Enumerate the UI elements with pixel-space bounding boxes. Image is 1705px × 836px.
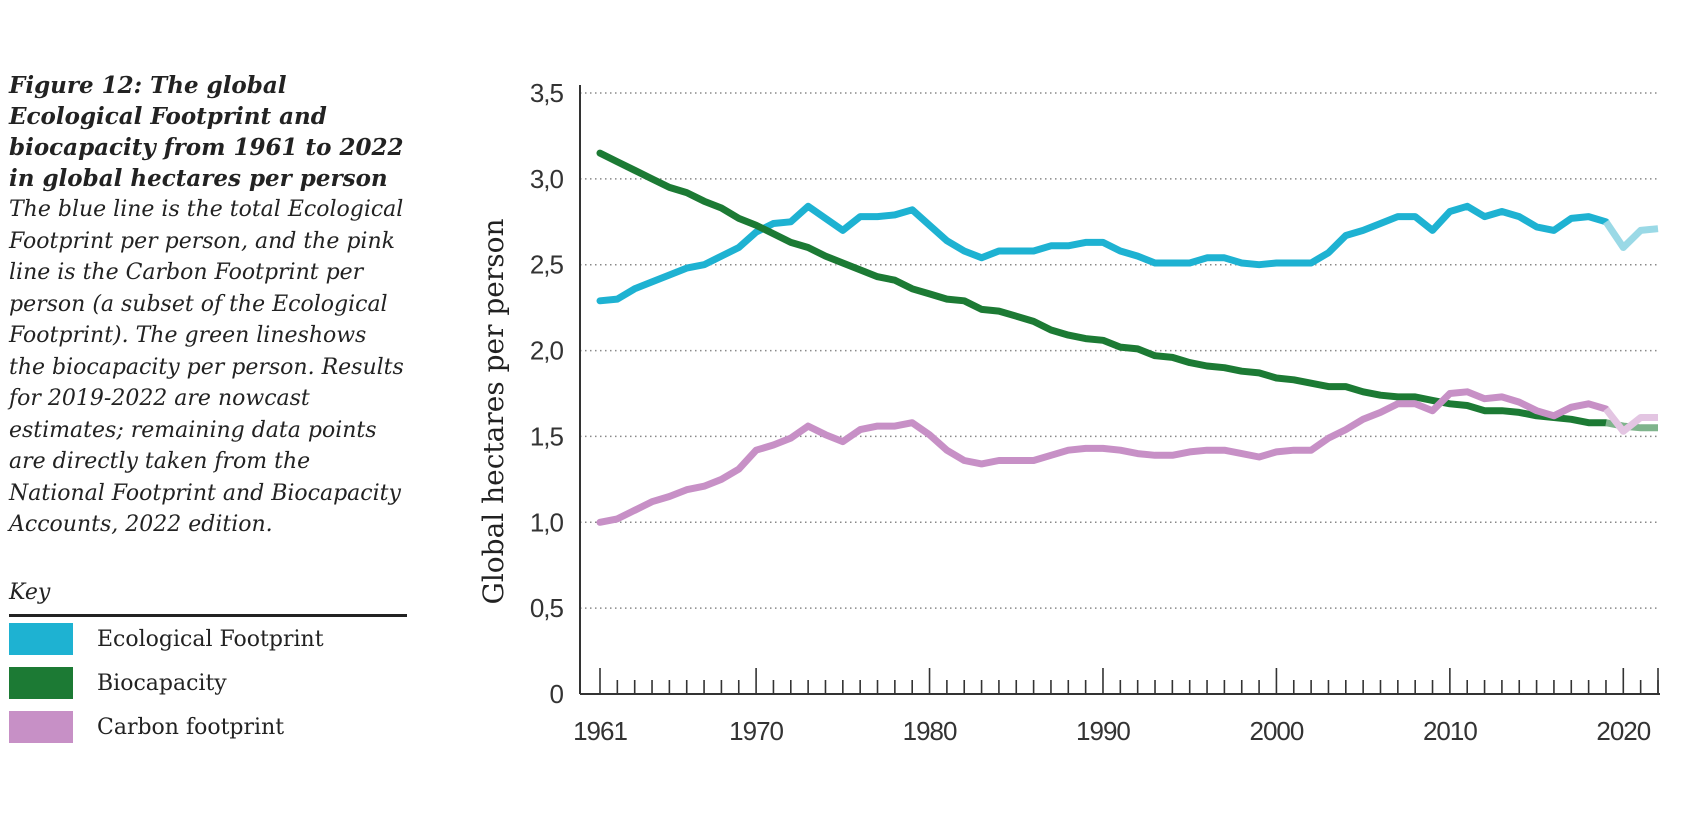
y-tick-label: 3,0 — [530, 164, 564, 194]
legend-label-ecological-footprint: Ecological Footprint — [97, 626, 324, 652]
x-tick-label: 2000 — [1250, 716, 1304, 746]
series-nowcast-carbon-footprint — [1603, 406, 1658, 435]
y-tick-label: 3,5 — [530, 78, 564, 108]
legend-swatch-carbon-footprint — [9, 711, 73, 743]
y-tick-label: 2,5 — [530, 250, 564, 280]
axes — [579, 85, 1660, 695]
x-tick-label: 2020 — [1596, 716, 1650, 746]
x-tick-label: 1980 — [903, 716, 957, 746]
y-tick-label: 1,5 — [530, 421, 564, 451]
y-tick-label: 2,0 — [530, 336, 564, 366]
y-tick-label: 0,5 — [530, 593, 564, 623]
legend-label-biocapacity: Biocapacity — [97, 670, 227, 696]
legend-swatch-ecological-footprint — [9, 623, 73, 655]
x-tick-label: 1970 — [729, 716, 783, 746]
x-tick-label: 1990 — [1076, 716, 1130, 746]
figure-description: The blue line is the total Ecological Fo… — [9, 197, 404, 537]
x-tick-label: 2010 — [1423, 716, 1477, 746]
y-axis-label: Global hectares per person — [477, 218, 510, 604]
legend-title: Key — [9, 580, 407, 617]
legend-swatch-biocapacity — [9, 667, 73, 699]
series-lines — [596, 149, 1659, 526]
series-line-biocapacity — [596, 149, 1610, 427]
legend-item-ecological-footprint: Ecological Footprint — [9, 617, 407, 661]
figure-caption: Figure 12: The global Ecological Footpri… — [9, 70, 409, 541]
x-tick-label: 1961 — [573, 716, 627, 746]
legend: Key Ecological Footprint Biocapacity Car… — [9, 580, 407, 749]
series-line-ecological-footprint — [596, 202, 1610, 305]
figure-title: Figure 12: The global Ecological Footpri… — [9, 72, 404, 192]
axis-ticks: 0 0,5 1,0 1,5 2,0 2,5 3,0 3,5 1961 1970 1980 1990 20… — [530, 78, 1659, 746]
y-tick-label: 1,0 — [530, 507, 564, 537]
series-line-carbon-footprint — [596, 388, 1610, 526]
y-tick-label: 0 — [550, 679, 564, 709]
series-nowcast-ecological-footprint — [1603, 219, 1659, 251]
legend-label-carbon-footprint: Carbon footprint — [97, 714, 285, 740]
legend-item-biocapacity: Biocapacity — [9, 661, 407, 705]
legend-item-carbon-footprint: Carbon footprint — [9, 705, 407, 749]
